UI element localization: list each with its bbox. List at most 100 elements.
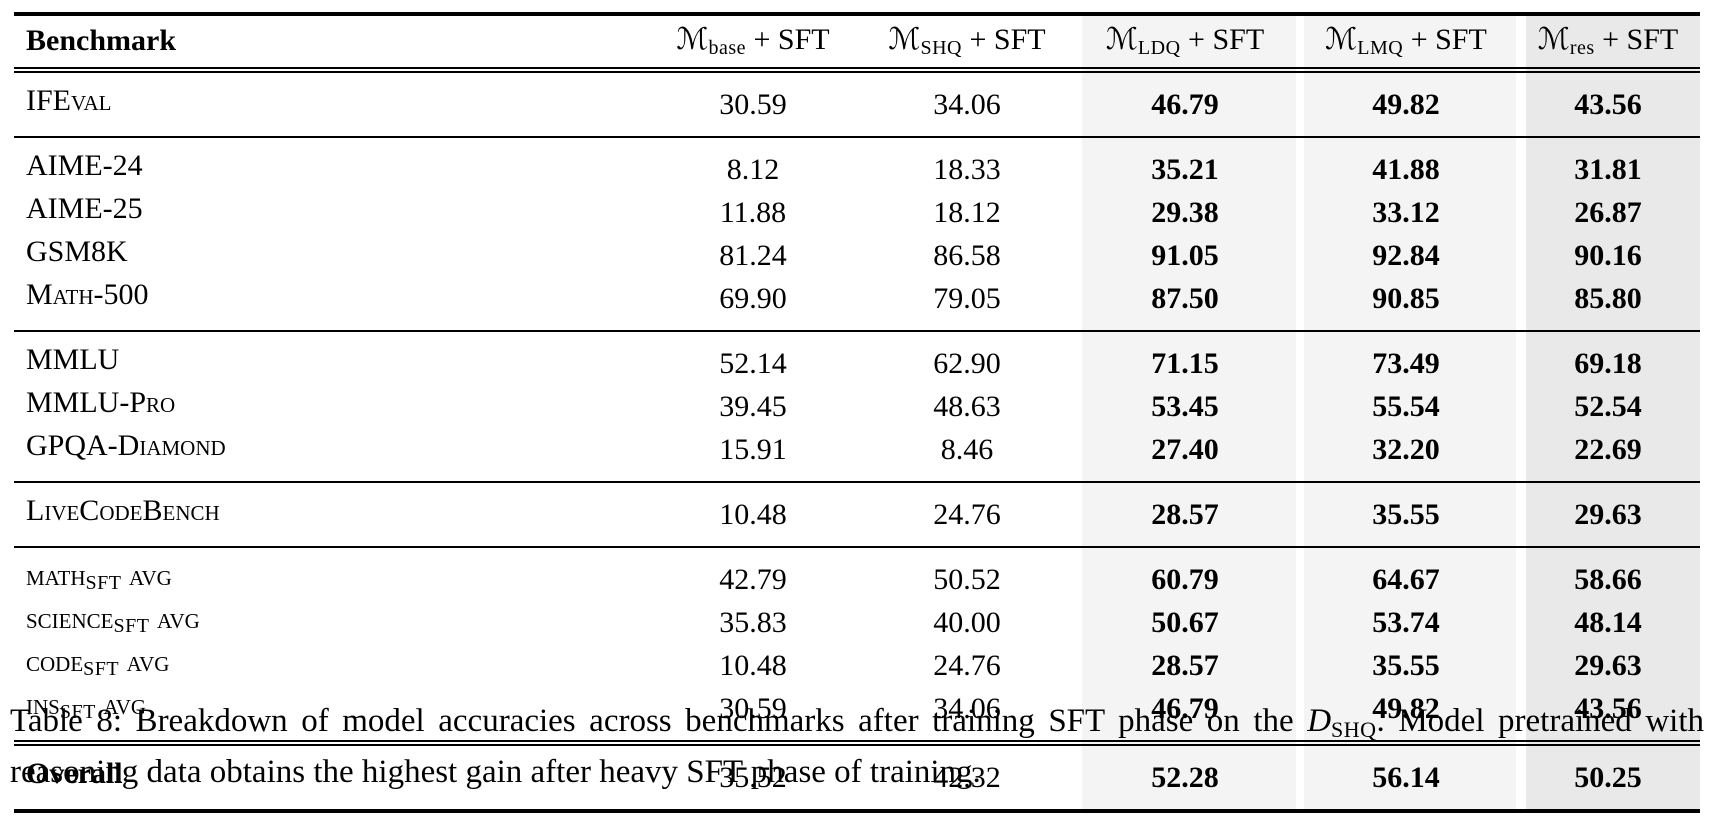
value-cell-m-lmq: 35.55 — [1296, 481, 1516, 547]
table-caption: Table 8: Breakdown of model accuracies a… — [10, 700, 1704, 793]
value-cell-m-ldq: 46.79 — [1074, 687, 1296, 743]
table-row: Overall 35.52 42.32 52.28 56.14 50.25 — [14, 740, 1700, 813]
benchmark-column-header: Benchmark — [14, 12, 646, 73]
value-cell-m-res: 22.69 — [1516, 428, 1700, 482]
value-cell-m-lmq: 56.14 — [1296, 740, 1516, 813]
benchmark-label-cell: GPQA-Diamond — [14, 428, 646, 482]
benchmark-label-cell: Overall — [14, 740, 646, 813]
value-cell-m-res: 90.16 — [1516, 234, 1700, 277]
benchmark-name-tail: avg — [149, 602, 200, 635]
value-cell-m-res: 85.80 — [1516, 277, 1700, 331]
benchmark-name: AIME-25 — [26, 192, 143, 225]
value-cell-m-lmq: 35.55 — [1296, 644, 1516, 687]
subscript-label: LMQ — [1357, 37, 1404, 59]
benchmark-name: science — [26, 602, 114, 635]
value-cell-m-ldq: 53.45 — [1074, 385, 1296, 428]
value-cell-m-lmq: 53.74 — [1296, 601, 1516, 644]
header-suffix: + SFT — [1594, 23, 1679, 56]
benchmark-name-subscript: SFT — [59, 701, 96, 723]
benchmark-name-tail: avg — [121, 559, 172, 592]
value-cell-m-lmq: 64.67 — [1296, 546, 1516, 601]
benchmark-name-subscript: SFT — [85, 572, 122, 594]
benchmark-label-cell: MMLU-Pro — [14, 385, 646, 428]
header-row: Benchmark ℳbase + SFT ℳSHQ + SFT ℳLDQ + … — [14, 12, 1700, 73]
benchmark-label-cell: LiveCodeBench — [14, 481, 646, 547]
value-cell-m-ldq: 50.67 — [1074, 601, 1296, 644]
script-d-subscript: SHQ — [1331, 717, 1377, 742]
benchmark-name-subscript: SFT — [83, 658, 120, 680]
value-cell-m-base: 30.59 — [719, 692, 787, 725]
subscript-label: LDQ — [1137, 37, 1181, 59]
value-cell-m-base: 35.52 — [646, 740, 860, 813]
header-suffix: + SFT — [1180, 23, 1265, 56]
value-cell-m-res: 29.63 — [1516, 644, 1700, 687]
benchmark-name-tail: avg — [95, 688, 147, 721]
benchmark-name: GSM8K — [26, 235, 128, 268]
script-m-symbol: ℳ — [676, 22, 709, 57]
table-row: LiveCodeBench 10.48 24.76 28.57 35.55 29… — [14, 481, 1700, 547]
value-cell-m-base: 15.91 — [719, 433, 787, 466]
value-cell-m-res: 50.25 — [1516, 740, 1700, 813]
value-cell-m-base: 52.14 — [646, 330, 860, 385]
value-cell-m-shq: 86.58 — [933, 239, 1001, 272]
value-cell-m-lmq: 33.12 — [1296, 191, 1516, 234]
value-cell-m-shq: 48.63 — [933, 390, 1001, 423]
value-cell-m-lmq: 49.82 — [1296, 687, 1516, 743]
header-m-ldq-sft: ℳLDQ + SFT — [1074, 12, 1296, 73]
value-cell-m-shq: 24.76 — [933, 649, 1001, 682]
value-cell-m-shq: 62.90 — [860, 330, 1074, 385]
table-header: Benchmark ℳbase + SFT ℳSHQ + SFT ℳLDQ + … — [14, 12, 1700, 73]
benchmark-label-cell: codeSFT avg — [14, 644, 646, 687]
value-cell-m-ldq: 71.15 — [1074, 330, 1296, 385]
table-row: AIME-25 11.88 18.12 29.38 33.12 26.87 — [14, 191, 1700, 234]
value-cell-m-shq: 34.06 — [933, 692, 1001, 725]
value-cell-m-res: 52.54 — [1516, 385, 1700, 428]
header-suffix: + SFT — [746, 23, 830, 56]
value-cell-m-shq: 79.05 — [933, 282, 1001, 315]
value-cell-m-base: 8.12 — [646, 136, 860, 191]
benchmark-name: Math-500 — [26, 278, 149, 311]
benchmark-label-cell: GSM8K — [14, 234, 646, 277]
table-row: MMLU 52.14 62.90 71.15 73.49 69.18 — [14, 330, 1700, 385]
header-m-res-sft: ℳres + SFT — [1516, 12, 1700, 73]
benchmark-name: MMLU-Pro — [26, 386, 176, 419]
value-cell-m-base: 35.83 — [719, 606, 787, 639]
benchmark-name: MMLU — [26, 343, 120, 376]
benchmark-name-subscript: SFT — [113, 615, 150, 637]
value-cell-m-base: 81.24 — [719, 239, 787, 272]
benchmark-label-cell: IFEval — [14, 70, 646, 137]
table-row: mathSFT avg 42.79 50.52 60.79 64.67 58.6… — [14, 546, 1700, 601]
value-cell-m-shq: 50.52 — [860, 546, 1074, 601]
benchmark-name: Overall — [26, 757, 123, 790]
script-m-symbol: ℳ — [1105, 22, 1138, 57]
value-cell-m-shq: 18.12 — [933, 196, 1001, 229]
value-cell-m-base: 10.48 — [719, 649, 787, 682]
table-row: GPQA-Diamond 15.91 8.46 27.40 32.20 22.6… — [14, 428, 1700, 482]
benchmark-label-cell: Math-500 — [14, 277, 646, 331]
script-m-symbol: ℳ — [1537, 22, 1570, 57]
value-cell-m-lmq: 32.20 — [1296, 428, 1516, 482]
value-cell-m-base: 69.90 — [719, 282, 787, 315]
value-cell-m-lmq: 55.54 — [1296, 385, 1516, 428]
benchmark-name: IFEval — [26, 84, 112, 117]
table-row: IFEval 30.59 34.06 46.79 49.82 43.56 — [14, 70, 1700, 137]
value-cell-m-res: 43.56 — [1516, 70, 1700, 137]
header-m-lmq-sft: ℳLMQ + SFT — [1296, 12, 1516, 73]
benchmark-label-cell: scienceSFT avg — [14, 601, 646, 644]
value-cell-m-shq: 18.33 — [860, 136, 1074, 191]
benchmark-name: GPQA-Diamond — [26, 429, 226, 462]
value-cell-m-base: 10.48 — [646, 481, 860, 547]
benchmark-name: code — [26, 645, 84, 678]
benchmark-label-cell: AIME-25 — [14, 191, 646, 234]
benchmark-label-cell: mathSFT avg — [14, 546, 646, 601]
value-cell-m-ldq: 52.28 — [1074, 740, 1296, 813]
value-cell-m-lmq: 49.82 — [1296, 70, 1516, 137]
table-row: scienceSFT avg 35.83 40.00 50.67 53.74 4… — [14, 601, 1700, 644]
value-cell-m-shq: 40.00 — [933, 606, 1001, 639]
script-m-symbol: ℳ — [1325, 22, 1358, 57]
subscript-label: res — [1569, 37, 1595, 59]
header-suffix: + SFT — [961, 23, 1046, 56]
value-cell-m-base: 30.59 — [719, 88, 787, 121]
caption-text-1: Table 8: Breakdown of model accuracies a… — [10, 703, 1308, 739]
